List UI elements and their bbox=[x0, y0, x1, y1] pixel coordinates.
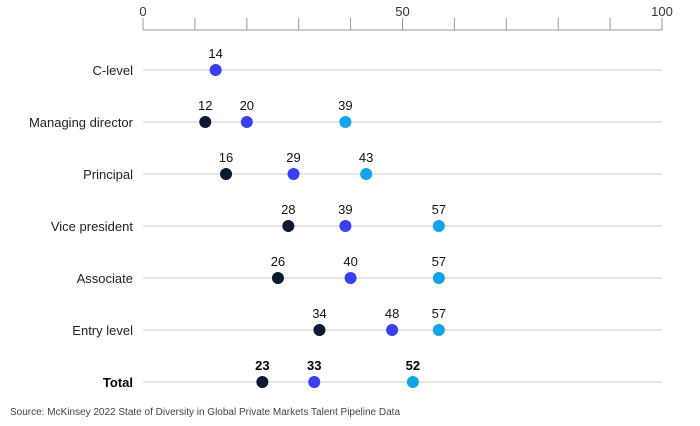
data-point-series-cyan bbox=[360, 168, 373, 180]
data-label: 14 bbox=[208, 46, 222, 61]
data-point-series-blue bbox=[386, 324, 399, 336]
data-point-series-cyan bbox=[339, 116, 352, 128]
data-label: 52 bbox=[406, 358, 420, 373]
x-axis-tick-label: 0 bbox=[139, 4, 146, 19]
chart-row: Principal 16 29 43 bbox=[83, 150, 662, 182]
data-label: 16 bbox=[219, 150, 233, 165]
data-point-series-cyan bbox=[432, 272, 445, 284]
data-point-series-dark bbox=[271, 272, 284, 284]
data-label: 34 bbox=[312, 306, 326, 321]
data-point-series-blue bbox=[344, 272, 357, 284]
data-label: 48 bbox=[385, 306, 399, 321]
x-axis-tick-label: 50 bbox=[395, 4, 409, 19]
category-label: Vice president bbox=[51, 219, 134, 234]
data-label: 39 bbox=[338, 202, 352, 217]
data-label: 57 bbox=[432, 306, 446, 321]
data-point-series-dark bbox=[199, 116, 212, 128]
chart-row: Associate 26 40 57 bbox=[77, 254, 662, 286]
data-point-series-dark bbox=[220, 168, 233, 180]
data-label: 28 bbox=[281, 202, 295, 217]
category-label: Entry level bbox=[72, 323, 133, 338]
data-point-series-blue bbox=[209, 64, 222, 76]
chart-row: Entry level 34 48 57 bbox=[72, 306, 662, 338]
x-axis: 0 50 100 bbox=[139, 4, 673, 31]
chart-row: Managing director 12 20 39 bbox=[29, 98, 662, 130]
category-label: C-level bbox=[93, 63, 134, 78]
data-point-series-blue bbox=[339, 220, 352, 232]
data-point-series-dark bbox=[313, 324, 326, 336]
data-label: 20 bbox=[240, 98, 254, 113]
category-label: Managing director bbox=[29, 115, 134, 130]
chart-row: Total 23 33 52 bbox=[103, 358, 662, 390]
data-label: 12 bbox=[198, 98, 212, 113]
data-label: 57 bbox=[432, 254, 446, 269]
data-point-series-cyan bbox=[406, 376, 419, 388]
data-point-series-blue bbox=[240, 116, 253, 128]
data-label: 33 bbox=[307, 358, 321, 373]
data-point-series-cyan bbox=[432, 324, 445, 336]
category-label: Principal bbox=[83, 167, 133, 182]
data-point-series-blue bbox=[287, 168, 300, 180]
x-axis-tick-label: 100 bbox=[651, 4, 673, 19]
data-label: 40 bbox=[343, 254, 357, 269]
data-label: 26 bbox=[271, 254, 285, 269]
data-label: 57 bbox=[432, 202, 446, 217]
category-label: Associate bbox=[77, 271, 133, 286]
data-label: 39 bbox=[338, 98, 352, 113]
data-label: 43 bbox=[359, 150, 373, 165]
chart-rows: C-level 14 Managing director 12 20 39 Principa… bbox=[29, 46, 662, 390]
data-point-series-blue bbox=[308, 376, 321, 388]
chart-row: C-level 14 bbox=[93, 46, 662, 78]
data-point-series-cyan bbox=[432, 220, 445, 232]
category-label: Total bbox=[103, 375, 133, 390]
data-label: 29 bbox=[286, 150, 300, 165]
source-note: Source: McKinsey 2022 State of Diversity… bbox=[10, 407, 400, 418]
data-point-series-dark bbox=[256, 376, 269, 388]
data-point-series-dark bbox=[282, 220, 295, 232]
chart-row: Vice president 28 39 57 bbox=[51, 202, 662, 234]
data-label: 23 bbox=[255, 358, 269, 373]
